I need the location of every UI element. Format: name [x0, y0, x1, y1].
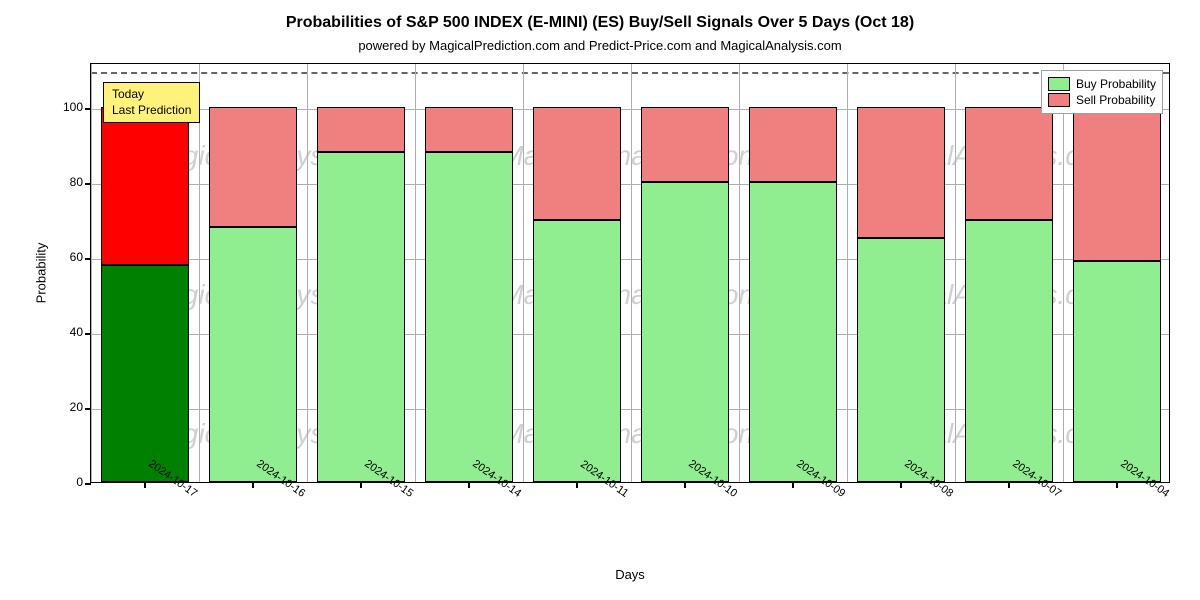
bar-sell	[1073, 107, 1162, 261]
bar-buy	[641, 182, 730, 482]
gridline-v	[955, 64, 956, 482]
xtick-mark	[792, 482, 794, 488]
gridline-v	[199, 64, 200, 482]
ytick-mark	[85, 483, 91, 485]
chart-title: Probabilities of S&P 500 INDEX (E-MINI) …	[20, 14, 1180, 32]
xtick-mark	[144, 482, 146, 488]
bar-buy	[425, 152, 514, 482]
bar-buy	[317, 152, 406, 482]
bar-group	[317, 64, 406, 482]
bar-sell	[425, 107, 514, 152]
gridline-v	[847, 64, 848, 482]
today-annotation: Today Last Prediction	[103, 82, 200, 123]
gridline-v	[415, 64, 416, 482]
bar-buy	[209, 227, 298, 482]
gridline-v	[523, 64, 524, 482]
bar-sell	[209, 107, 298, 227]
bar-buy	[533, 220, 622, 483]
ytick-label: 20	[70, 400, 83, 414]
ytick-label: 40	[70, 325, 83, 339]
bar-sell	[641, 107, 730, 182]
bar-sell	[317, 107, 406, 152]
xtick-mark	[576, 482, 578, 488]
ytick-label: 80	[70, 175, 83, 189]
legend: Buy Probability Sell Probability	[1041, 70, 1163, 114]
bar-sell	[533, 107, 622, 220]
bar-group	[209, 64, 298, 482]
xtick-mark	[360, 482, 362, 488]
bar-sell	[857, 107, 946, 238]
chart-container: Probabilities of S&P 500 INDEX (E-MINI) …	[0, 0, 1200, 600]
bar-buy	[965, 220, 1054, 483]
x-axis-label: Days	[615, 567, 645, 582]
bar-group	[1073, 64, 1162, 482]
legend-item-buy: Buy Probability	[1048, 77, 1156, 91]
xtick-mark	[468, 482, 470, 488]
legend-item-sell: Sell Probability	[1048, 93, 1156, 107]
bar-group	[425, 64, 514, 482]
gridline-v	[91, 64, 92, 482]
bar-sell	[749, 107, 838, 182]
bar-buy	[749, 182, 838, 482]
xtick-mark	[252, 482, 254, 488]
ytick-mark	[85, 408, 91, 410]
xtick-mark	[900, 482, 902, 488]
xtick-mark	[1008, 482, 1010, 488]
bar-group	[965, 64, 1054, 482]
bar-buy	[101, 265, 190, 483]
bar-group	[101, 64, 190, 482]
gridline-v	[1063, 64, 1064, 482]
bar-sell	[101, 107, 190, 265]
gridline-v	[307, 64, 308, 482]
legend-swatch-sell	[1048, 93, 1070, 107]
annotation-line1: Today	[112, 87, 191, 103]
ytick-mark	[85, 183, 91, 185]
gridline-v	[631, 64, 632, 482]
legend-label-sell: Sell Probability	[1076, 93, 1155, 107]
bar-group	[749, 64, 838, 482]
ytick-label: 60	[70, 250, 83, 264]
bar-group	[533, 64, 622, 482]
ytick-label: 0	[76, 475, 83, 489]
bar-buy	[857, 238, 946, 482]
plot-inner: MagicalAnalysis.comMagicalAnalysis.comMa…	[91, 64, 1169, 482]
plot-area: MagicalAnalysis.comMagicalAnalysis.comMa…	[90, 63, 1170, 483]
xtick-mark	[684, 482, 686, 488]
ytick-mark	[85, 258, 91, 260]
ytick-mark	[85, 333, 91, 335]
legend-swatch-buy	[1048, 77, 1070, 91]
xtick-mark	[1116, 482, 1118, 488]
ytick-label: 100	[63, 100, 83, 114]
bar-group	[641, 64, 730, 482]
y-axis-label: Probability	[34, 243, 49, 304]
gridline-v	[739, 64, 740, 482]
chart-subtitle: powered by MagicalPrediction.com and Pre…	[20, 38, 1180, 53]
ytick-mark	[85, 108, 91, 110]
bar-sell	[965, 107, 1054, 220]
annotation-line2: Last Prediction	[112, 103, 191, 119]
bar-group	[857, 64, 946, 482]
bar-buy	[1073, 261, 1162, 482]
legend-label-buy: Buy Probability	[1076, 77, 1156, 91]
